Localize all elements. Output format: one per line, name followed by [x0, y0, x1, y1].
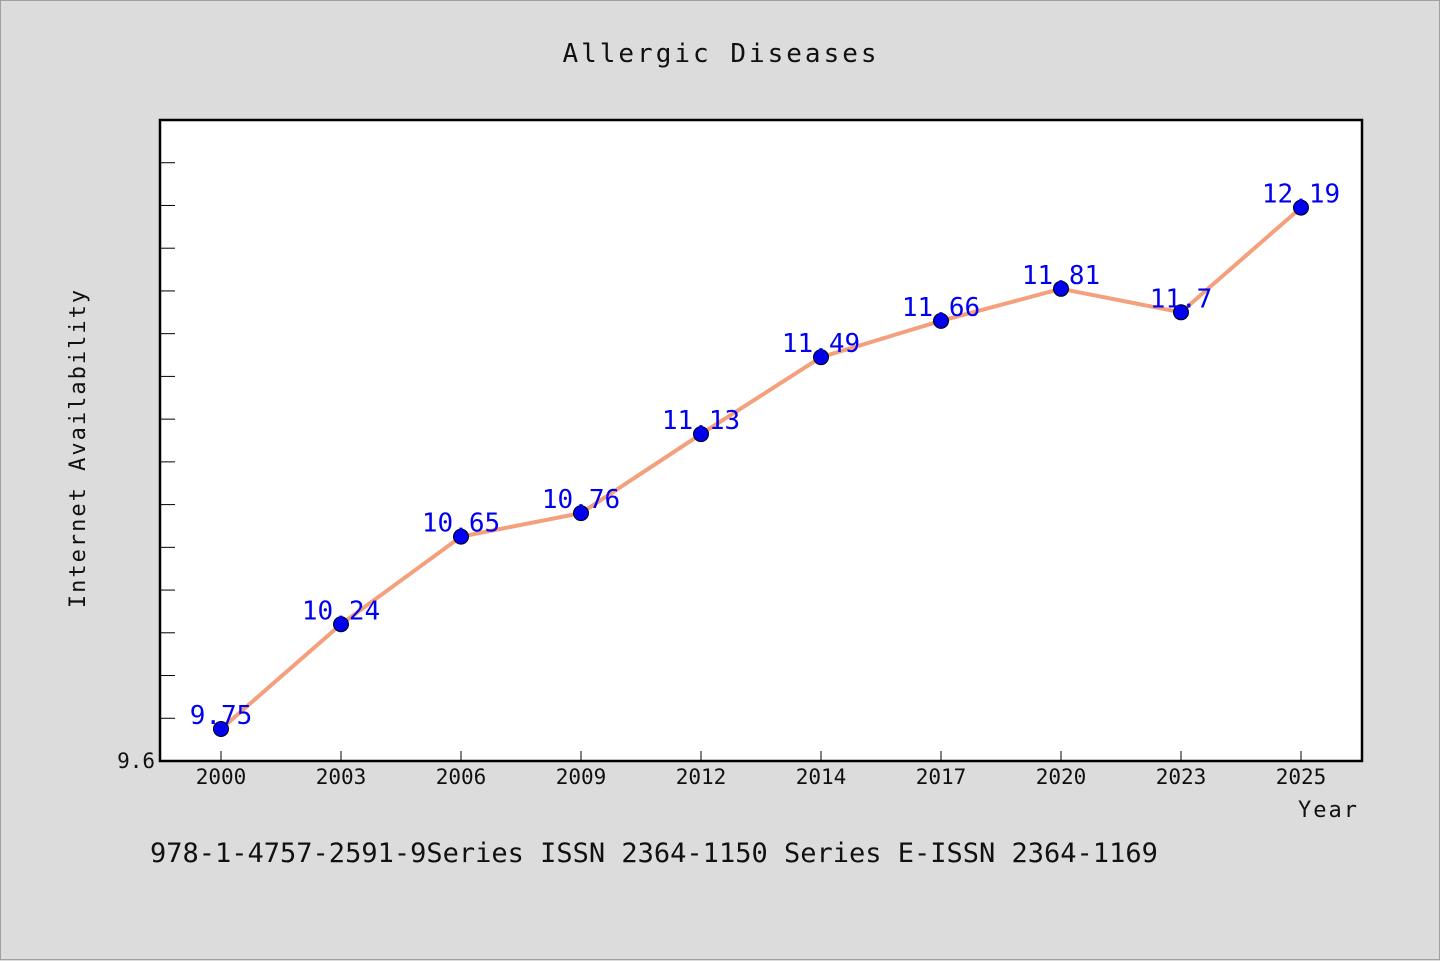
data-label: 12.19 — [1262, 180, 1340, 210]
y-axis-label: Internet Availability — [66, 288, 91, 608]
data-point — [453, 528, 469, 545]
x-tick-label: 2009 — [556, 765, 607, 789]
y-axis-ticks: 9.6 — [117, 119, 175, 773]
data-point — [1053, 280, 1069, 297]
data-point — [813, 349, 829, 366]
x-tick-label: 2020 — [1036, 765, 1087, 789]
data-label: 11.7 — [1150, 284, 1213, 314]
data-point — [1173, 304, 1189, 321]
data-point — [933, 312, 949, 329]
data-point — [1293, 199, 1309, 216]
data-point — [333, 616, 349, 633]
data-label: 9.75 — [190, 701, 253, 731]
x-tick-label: 2006 — [436, 765, 487, 789]
plot-area — [158, 118, 1364, 763]
footer-text: 978-1-4757-2591-9Series ISSN 2364-1150 S… — [150, 838, 1158, 869]
series-line — [219, 206, 1303, 731]
x-axis-label: Year — [1298, 798, 1359, 823]
data-label: 10.76 — [542, 485, 620, 515]
data-point — [573, 505, 589, 522]
x-tick-label: 2000 — [196, 765, 247, 789]
data-point — [693, 426, 709, 443]
x-tick-label: 2003 — [316, 765, 367, 789]
x-tick-label: 2014 — [796, 765, 847, 789]
x-tick-label: 2025 — [1276, 765, 1327, 789]
data-label: 11.13 — [662, 406, 740, 436]
data-label: 11.81 — [1022, 261, 1100, 291]
x-tick-label: 2012 — [676, 765, 727, 789]
x-tick-label: 2023 — [1156, 765, 1207, 789]
x-tick-label: 2017 — [916, 765, 967, 789]
chart-title: Allergic Diseases — [562, 39, 879, 69]
data-label-layer: 9.75 10.24 10.65 10.76 11.13 11.49 11.66 11.81 1… — [190, 180, 1340, 731]
data-label: 11.66 — [902, 293, 980, 323]
data-label: 10.65 — [422, 509, 500, 539]
y-tick-label: 9.6 — [117, 749, 155, 773]
data-label: 10.24 — [302, 596, 380, 626]
x-axis-ticks: 2000 2003 2006 2009 2012 2014 2017 2020 2023 2025 — [196, 751, 1327, 789]
data-point — [213, 720, 229, 737]
data-label: 11.49 — [782, 329, 860, 359]
series-layer — [213, 199, 1309, 737]
